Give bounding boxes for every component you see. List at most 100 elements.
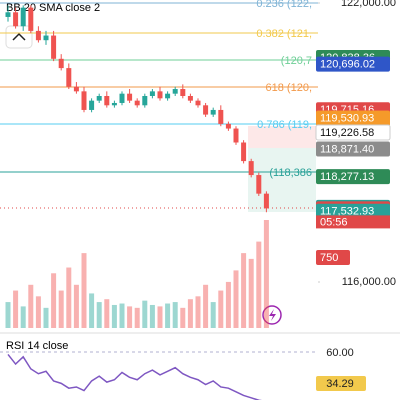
- volume-bar: [172, 302, 178, 328]
- volume-bar: [43, 307, 49, 328]
- volume-bar: [66, 267, 72, 328]
- volume-bar: [51, 273, 57, 328]
- volume-bar: [187, 299, 193, 328]
- position-box: [248, 126, 316, 148]
- rsi-tick-label: 34.29: [326, 378, 354, 390]
- volume-bar: [203, 284, 209, 328]
- price-tag: [316, 110, 390, 126]
- volume-tag: [316, 250, 350, 265]
- candle-body: [218, 109, 224, 124]
- price-tag: [315, 124, 391, 141]
- candle-body: [111, 102, 117, 106]
- volume-bar: [119, 303, 125, 328]
- candle-body: [89, 100, 95, 110]
- fib-label: 0.382 (121,: [256, 28, 312, 40]
- candle-body: [13, 12, 19, 27]
- candle-body: [81, 91, 87, 110]
- volume-bar: [142, 300, 148, 328]
- price-tag-label: 120,696.02: [320, 59, 375, 71]
- volume-bar: [233, 270, 239, 328]
- candle-body: [172, 89, 178, 94]
- price-tag: [316, 169, 390, 185]
- volume-bar: [28, 284, 34, 328]
- volume-bar: [35, 296, 41, 328]
- candle-body: [241, 142, 247, 162]
- volume-bar: [13, 290, 19, 328]
- volume-bar: [180, 307, 186, 328]
- volume-bar: [58, 290, 64, 328]
- volume-bar: [241, 253, 247, 328]
- volume-bar: [195, 296, 201, 328]
- volume-bar: [96, 302, 102, 328]
- volume-bar: [20, 306, 26, 328]
- volume-bar: [248, 258, 254, 328]
- candle-body: [104, 96, 110, 106]
- volume-bar: [210, 302, 216, 328]
- volume-bar: [256, 241, 262, 328]
- volume-bar: [111, 304, 117, 328]
- candle-body: [127, 93, 133, 101]
- volume-bar: [73, 284, 79, 328]
- volume-bar: [127, 306, 133, 328]
- fib-label: 618 (120,: [266, 82, 312, 94]
- candle-body: [165, 93, 171, 99]
- candle-body: [195, 100, 201, 106]
- rsi-title: RSI 14 close: [6, 340, 68, 352]
- volume-bar: [225, 281, 231, 328]
- candle-body: [203, 105, 209, 115]
- candle-body: [256, 175, 262, 194]
- candle-body: [233, 128, 239, 143]
- candle-body: [248, 161, 254, 176]
- candle-body: [66, 68, 72, 87]
- rsi-tag: [316, 376, 366, 392]
- legend-bg: [0, 0, 400, 16]
- candle-body: [96, 96, 102, 101]
- price-tag-label: 118,871.40: [320, 143, 374, 155]
- volume-bar: [134, 307, 140, 328]
- fib-label: (120,7: [281, 55, 312, 67]
- volume-bar: [89, 293, 95, 328]
- price-tag-label: 117,532.93: [320, 206, 374, 218]
- candle-body: [210, 109, 216, 115]
- price-tag: [316, 56, 390, 72]
- volume-bar: [104, 299, 110, 328]
- candle-body: [5, 12, 11, 17]
- candle-body: [58, 58, 64, 69]
- candle-body: [149, 91, 155, 96]
- candle-body: [35, 30, 41, 41]
- volume-bar: [218, 290, 224, 328]
- price-tag-label: 119,226.58: [320, 127, 374, 139]
- candle-body: [180, 89, 186, 96]
- countdown: 05:56: [320, 216, 348, 228]
- collapse-button[interactable]: [5, 25, 33, 49]
- indicator-title: BB 20 SMA close 2: [6, 2, 100, 14]
- candle-body: [187, 96, 193, 101]
- rsi-tick-label: 60.00: [326, 347, 354, 359]
- fib-label: 0.236 (122,: [256, 0, 312, 10]
- candle-body: [263, 193, 269, 209]
- chevron-icon: [12, 32, 26, 41]
- candle-body: [119, 93, 125, 103]
- candle-body: [43, 35, 49, 41]
- volume-bar: [157, 306, 163, 328]
- countdown-bg: [316, 215, 390, 229]
- price-tag-label: 119,530.93: [320, 113, 374, 125]
- candle-body: [225, 123, 231, 129]
- candle-body: [20, 7, 26, 27]
- volume-tag-label: 750: [320, 252, 338, 264]
- volume-bar: [81, 253, 87, 328]
- fib-label: (118,386: [269, 167, 312, 179]
- rsi-line: [7, 353, 267, 403]
- candle-body: [28, 7, 34, 31]
- price-tag: [316, 141, 390, 157]
- volume-bar: [149, 304, 155, 328]
- price-tag: [316, 203, 390, 219]
- volume-bar: [5, 302, 11, 328]
- y-tick-label: 122,000.00: [341, 0, 396, 9]
- fib-label: 0.786 (119,: [257, 119, 312, 131]
- volume-bar: [165, 303, 171, 328]
- candle-body: [73, 86, 79, 92]
- volume-bar: [263, 220, 269, 328]
- y-tick-label: 116,000.00: [342, 276, 396, 288]
